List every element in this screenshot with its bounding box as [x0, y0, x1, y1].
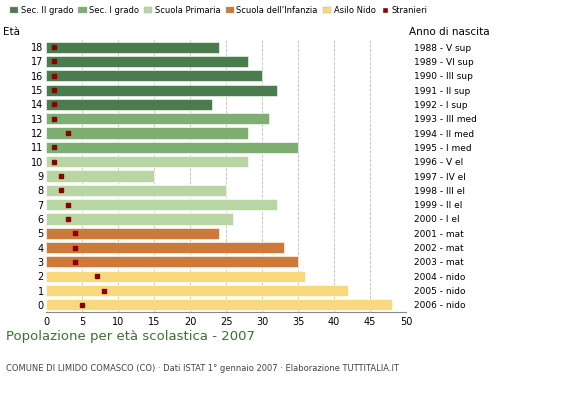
Bar: [46, 56, 248, 67]
Bar: [46, 156, 248, 167]
Bar: [46, 299, 392, 310]
Bar: [46, 285, 349, 296]
Bar: [46, 170, 154, 182]
Text: Età: Età: [3, 27, 20, 37]
Bar: [46, 84, 277, 96]
Bar: [46, 128, 248, 139]
Bar: [46, 42, 219, 53]
Text: Anno di nascita: Anno di nascita: [409, 27, 490, 37]
Bar: [46, 70, 262, 81]
Text: COMUNE DI LIMIDO COMASCO (CO) · Dati ISTAT 1° gennaio 2007 · Elaborazione TUTTIT: COMUNE DI LIMIDO COMASCO (CO) · Dati IST…: [6, 364, 399, 373]
Bar: [46, 213, 233, 224]
Bar: [46, 242, 284, 253]
Bar: [46, 228, 219, 239]
Bar: [46, 142, 298, 153]
Text: Popolazione per età scolastica - 2007: Popolazione per età scolastica - 2007: [6, 330, 255, 343]
Bar: [46, 271, 305, 282]
Bar: [46, 199, 277, 210]
Bar: [46, 99, 212, 110]
Bar: [46, 185, 226, 196]
Bar: [46, 256, 298, 268]
Bar: [46, 113, 269, 124]
Legend: Sec. II grado, Sec. I grado, Scuola Primaria, Scuola dell'Infanzia, Asilo Nido, : Sec. II grado, Sec. I grado, Scuola Prim…: [10, 6, 427, 15]
